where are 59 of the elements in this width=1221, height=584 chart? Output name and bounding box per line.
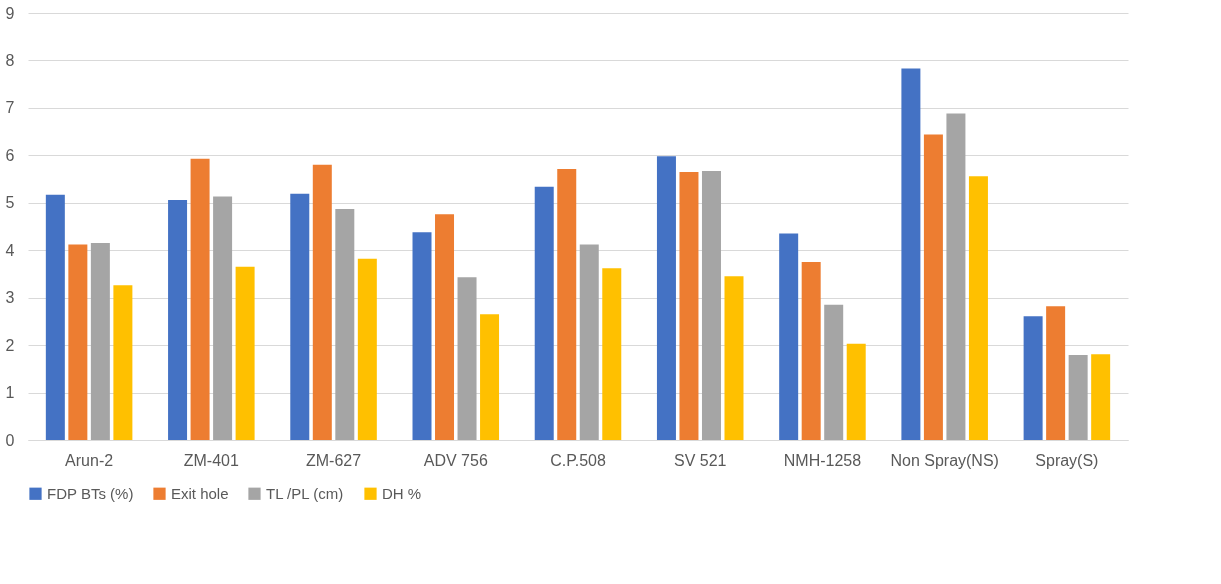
y-tick-label: 9 — [5, 4, 15, 22]
bar — [901, 68, 921, 440]
y-tick-label: 2 — [5, 336, 15, 354]
y-tick-label: 5 — [5, 194, 15, 212]
bar — [779, 233, 799, 440]
bar — [1068, 355, 1088, 440]
legend-label: FDP BTs (%) — [47, 484, 134, 502]
bar — [412, 232, 432, 440]
bar — [824, 304, 844, 440]
y-tick-label: 0 — [5, 431, 15, 449]
bar — [312, 164, 332, 440]
bar — [602, 268, 622, 440]
bar — [946, 113, 966, 440]
x-tick-label: C.P.508 — [550, 451, 606, 469]
bar — [534, 186, 554, 440]
bar — [213, 196, 233, 440]
bar — [168, 199, 188, 440]
bar — [923, 134, 943, 440]
bar — [679, 171, 699, 440]
bar — [557, 169, 577, 440]
bar — [335, 208, 355, 440]
x-tick-label: Spray(S) — [1035, 451, 1099, 469]
bar — [190, 158, 210, 440]
bar — [1023, 316, 1043, 440]
bar — [968, 176, 988, 440]
y-tick-label: 3 — [5, 289, 15, 307]
bar — [480, 314, 500, 440]
bar — [1091, 354, 1111, 440]
y-tick-label: 6 — [5, 146, 15, 164]
bar — [90, 243, 110, 440]
bar — [290, 193, 310, 440]
bar — [68, 244, 88, 440]
x-tick-label: Arun-2 — [65, 451, 114, 469]
y-tick-label: 7 — [5, 99, 15, 117]
x-tick-label: ADV 756 — [423, 451, 488, 469]
legend-label: DH % — [382, 484, 422, 502]
x-tick-label: SV 521 — [673, 451, 727, 469]
bar — [45, 194, 65, 440]
bar — [656, 156, 676, 440]
x-tick-label: Non Spray(NS) — [890, 451, 999, 469]
bar — [579, 244, 599, 440]
bar — [846, 343, 866, 440]
bar — [113, 285, 133, 440]
y-tick-label: 8 — [5, 51, 15, 69]
bar — [457, 277, 477, 440]
bar — [1046, 306, 1066, 440]
bar — [435, 214, 455, 440]
y-tick-label: 4 — [5, 241, 15, 259]
y-tick-label: 1 — [5, 384, 15, 402]
x-tick-label: ZM-627 — [305, 451, 362, 469]
bar — [235, 266, 255, 440]
legend-label: TL /PL (cm) — [266, 484, 344, 502]
bar — [701, 170, 721, 440]
bar — [801, 262, 821, 440]
bar — [357, 258, 377, 440]
x-tick-label: NMH-1258 — [783, 451, 862, 469]
legend-label: Exit hole — [171, 484, 229, 502]
x-tick-label: ZM-401 — [183, 451, 239, 469]
bar — [724, 276, 744, 440]
